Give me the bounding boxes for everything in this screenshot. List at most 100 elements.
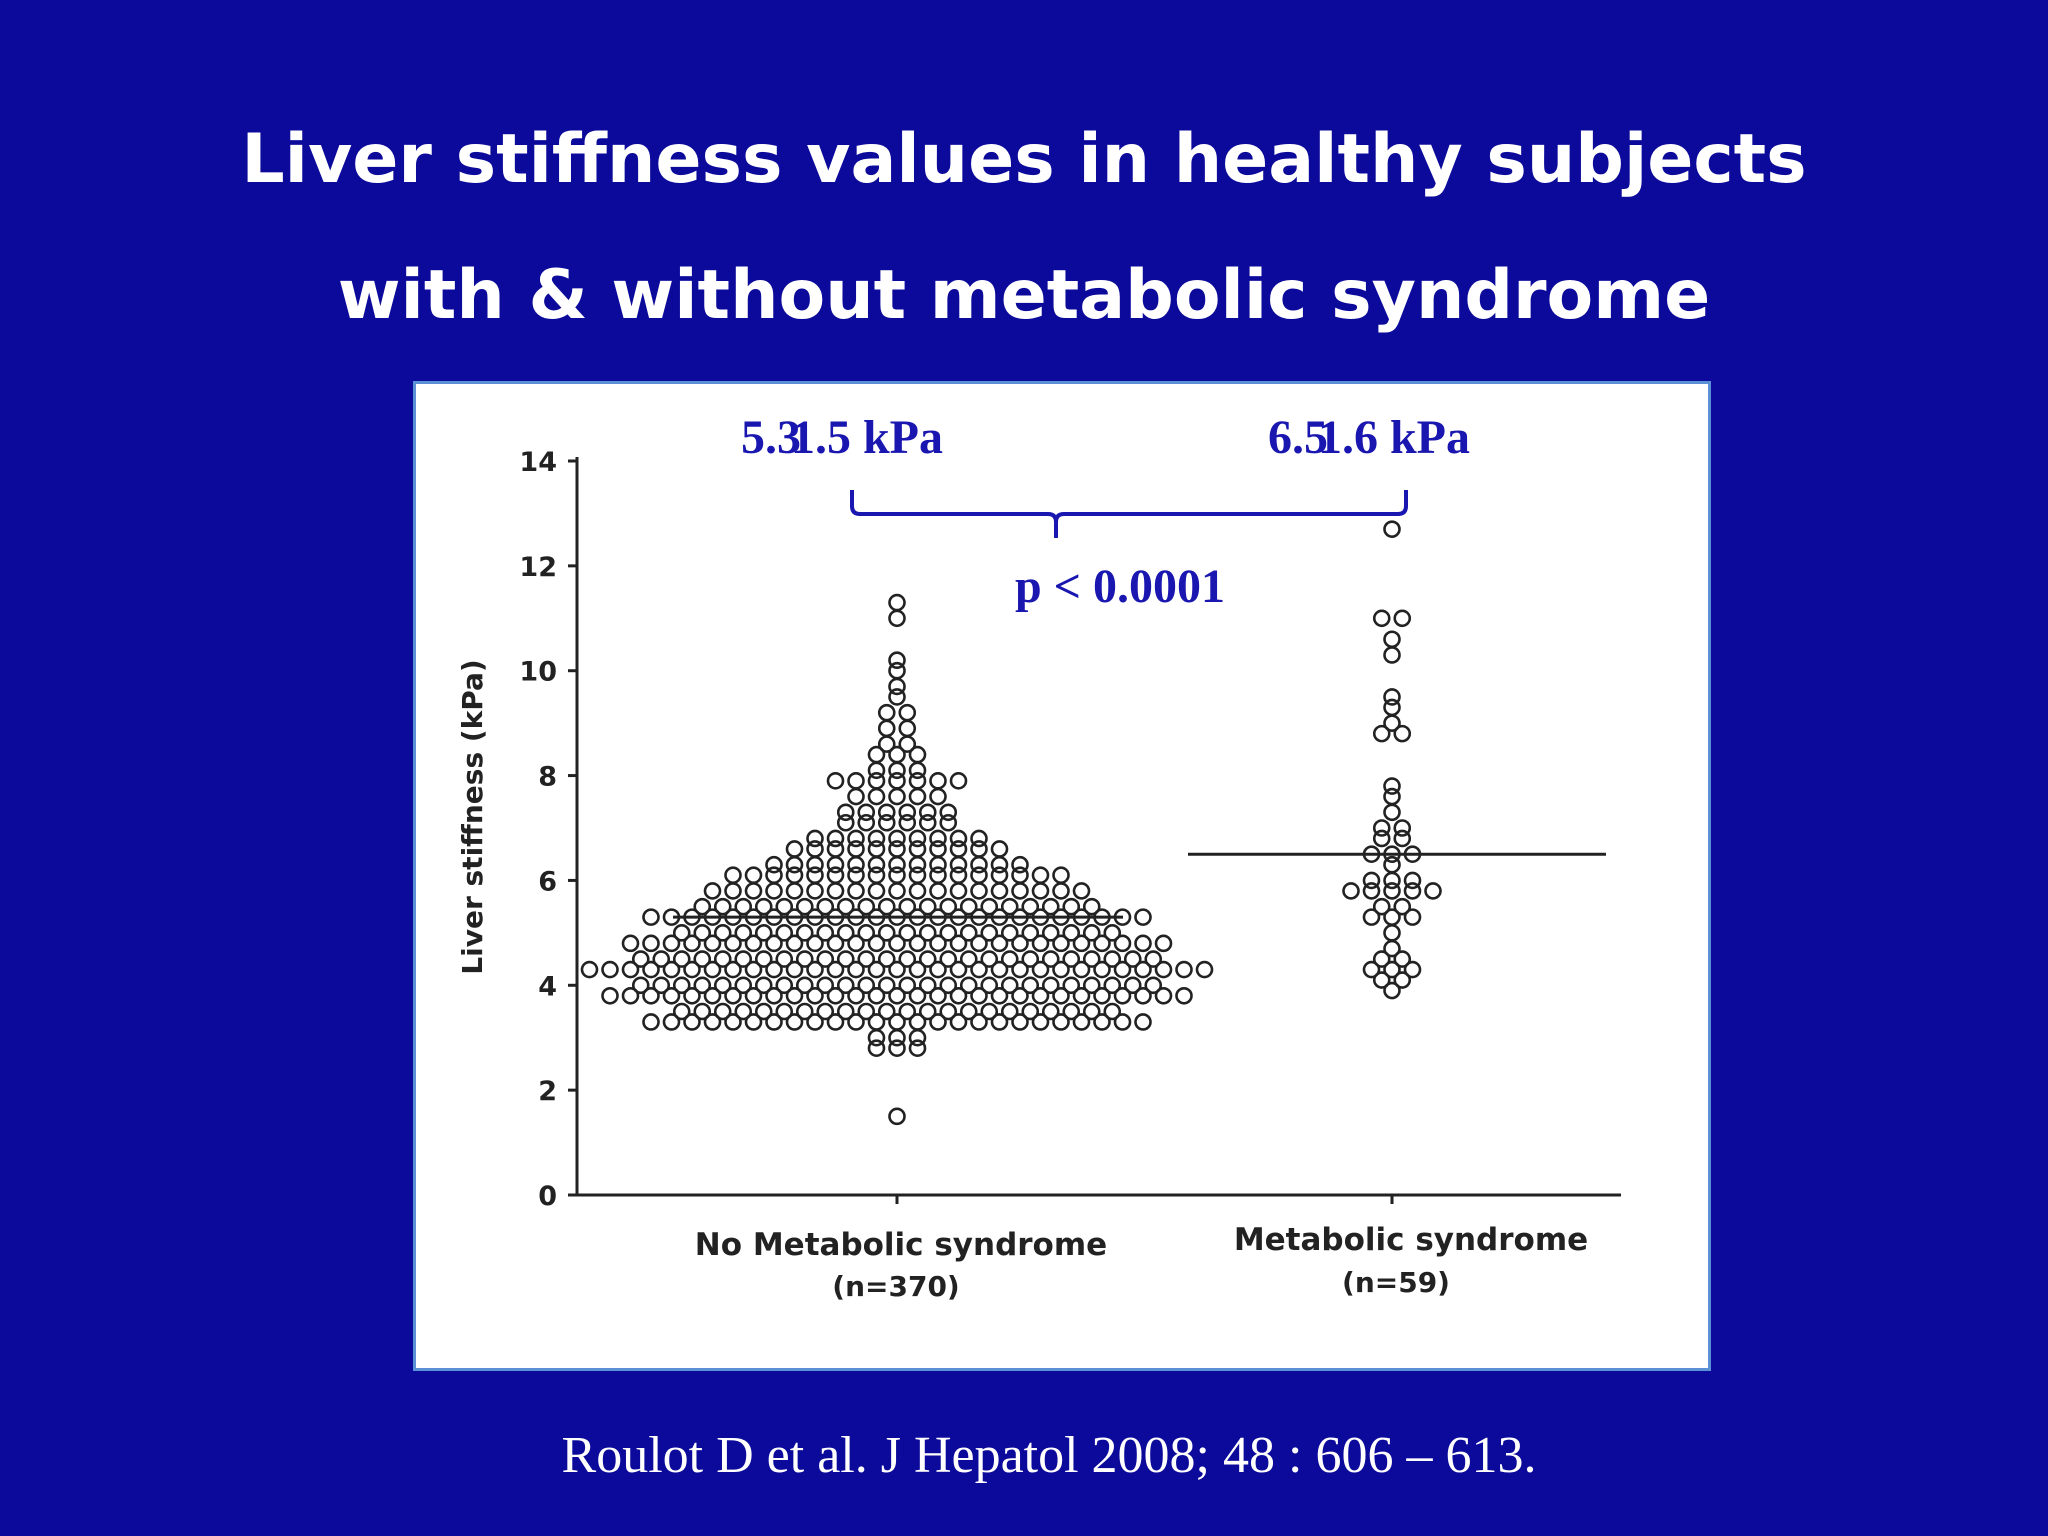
data-point	[908, 787, 927, 806]
data-point	[734, 1002, 753, 1021]
data-point	[1000, 976, 1019, 995]
data-point	[888, 986, 906, 1005]
data-point	[683, 986, 701, 1005]
data-point	[949, 829, 968, 848]
group2-sd-annotation: 1.6 kPa	[1318, 411, 1470, 464]
data-point	[857, 924, 876, 942]
data-point	[785, 855, 804, 874]
data-point	[724, 882, 742, 900]
data-point	[867, 1028, 886, 1047]
data-point	[806, 986, 824, 1005]
data-point	[929, 934, 947, 953]
data-point	[1072, 934, 1091, 953]
data-point	[826, 855, 845, 874]
data-point	[908, 829, 927, 848]
data-point	[1031, 986, 1050, 1005]
data-point	[867, 787, 886, 806]
data-point	[1393, 971, 1412, 989]
data-point	[1154, 986, 1173, 1005]
data-point	[1154, 934, 1173, 953]
data-point	[1123, 950, 1142, 968]
group2-mean-annotation: 6.5	[1268, 411, 1328, 464]
data-point	[970, 986, 988, 1005]
data-point	[847, 882, 865, 900]
data-point	[1000, 897, 1019, 916]
data-point	[970, 829, 988, 848]
data-point	[857, 813, 876, 832]
data-point	[1372, 609, 1391, 628]
data-point	[642, 1013, 660, 1031]
data-point	[816, 1002, 835, 1021]
data-point	[857, 897, 876, 916]
data-point	[898, 897, 917, 916]
data-point	[1011, 882, 1029, 900]
data-point	[847, 986, 865, 1005]
data-point	[888, 661, 906, 680]
data-point	[795, 950, 814, 968]
data-point	[949, 1013, 968, 1031]
data-point	[1052, 882, 1070, 900]
data-point	[970, 840, 988, 858]
data-point	[683, 934, 701, 953]
data-point	[908, 1039, 927, 1058]
data-point	[836, 950, 855, 968]
data-point	[1062, 1002, 1081, 1021]
data-point	[877, 897, 896, 916]
data-point	[847, 855, 865, 874]
data-point	[929, 840, 947, 858]
significance-bracket	[850, 490, 1408, 538]
data-point	[1000, 950, 1019, 968]
data-point	[1383, 924, 1401, 942]
data-point	[1072, 960, 1091, 979]
data-point	[898, 976, 917, 995]
data-point	[734, 924, 753, 942]
data-point	[929, 960, 947, 979]
data-point	[929, 772, 947, 790]
data-point	[765, 1013, 783, 1031]
data-point	[918, 897, 937, 916]
data-point	[908, 882, 927, 900]
data-point	[1011, 855, 1029, 874]
data-point	[703, 934, 722, 953]
data-point	[867, 840, 886, 858]
data-point	[908, 934, 927, 953]
data-point	[806, 840, 824, 858]
data-point	[662, 934, 681, 953]
data-point	[898, 1002, 917, 1021]
data-point	[1154, 960, 1173, 979]
data-point	[1134, 960, 1152, 979]
data-point	[939, 924, 958, 942]
data-point	[1383, 981, 1401, 1000]
data-point	[642, 986, 660, 1005]
data-point	[888, 1028, 906, 1047]
data-point	[1031, 866, 1050, 884]
data-point	[806, 960, 824, 979]
data-point	[1175, 960, 1193, 979]
data-point	[1372, 819, 1391, 837]
data-point	[908, 855, 927, 874]
data-point	[939, 813, 958, 832]
data-point	[1041, 1002, 1060, 1021]
data-point	[1113, 960, 1132, 979]
data-point	[1052, 960, 1070, 979]
data-point	[1052, 986, 1070, 1005]
data-point	[1000, 924, 1019, 942]
data-point	[765, 882, 783, 900]
y-tick-label: 14	[519, 447, 557, 478]
data-point	[795, 976, 814, 995]
data-point	[826, 1013, 845, 1031]
data-point	[734, 976, 753, 995]
figure-panel: 0 2 4 6 8 10 12 14 5.3 1.5 kPa 6.5 1.6 kPa p < …	[413, 381, 1711, 1371]
data-point	[970, 1013, 988, 1031]
data-point	[990, 840, 1009, 858]
data-point	[867, 866, 886, 884]
data-point	[826, 866, 845, 884]
data-point	[888, 787, 906, 806]
data-point	[970, 855, 988, 874]
y-tick-label: 8	[538, 762, 557, 793]
data-point	[990, 934, 1009, 953]
data-point	[1383, 630, 1401, 649]
data-point	[826, 840, 845, 858]
citation: Roulot D et al. J Hepatol 2008; 48 : 606…	[561, 1427, 1537, 1484]
data-point	[1195, 960, 1214, 979]
